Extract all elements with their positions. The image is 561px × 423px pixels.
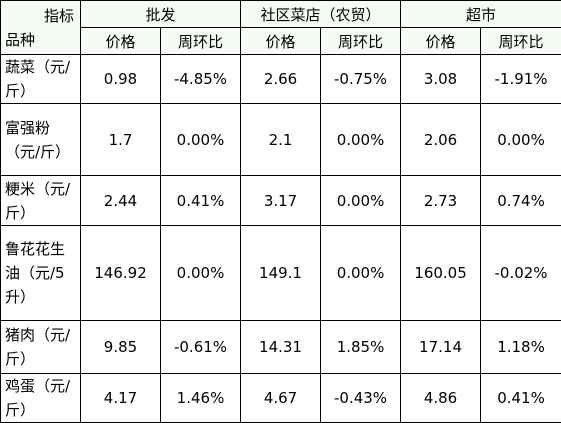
value-cell: -0.43% — [321, 374, 401, 423]
value-cell: -0.75% — [321, 55, 401, 104]
value-cell: 2.73 — [401, 176, 481, 226]
sub-header: 周环比 — [161, 28, 241, 55]
value-cell: 0.00% — [481, 104, 561, 176]
item-name: 猪肉（元/斤） — [1, 321, 81, 374]
value-cell: -1.91% — [481, 55, 561, 104]
value-cell: 0.00% — [321, 104, 401, 176]
item-name: 富强粉（元/斤） — [1, 104, 81, 176]
group-header: 社区菜店（农贸） — [241, 1, 401, 28]
value-cell: 0.98 — [81, 55, 161, 104]
value-cell: 17.14 — [401, 321, 481, 374]
value-cell: -4.85% — [161, 55, 241, 104]
value-cell: -0.02% — [481, 226, 561, 321]
value-cell: 0.41% — [481, 374, 561, 423]
value-cell: 1.46% — [161, 374, 241, 423]
value-cell: 3.08 — [401, 55, 481, 104]
value-cell: 2.66 — [241, 55, 321, 104]
value-cell: 0.00% — [161, 226, 241, 321]
corner-top: 指标 — [44, 5, 74, 26]
corner-bottom: 品种 — [5, 29, 35, 50]
value-cell: 1.85% — [321, 321, 401, 374]
value-cell: 4.67 — [241, 374, 321, 423]
sub-header: 周环比 — [481, 28, 561, 55]
value-cell: -0.61% — [161, 321, 241, 374]
value-cell: 0.41% — [161, 176, 241, 226]
item-name: 鸡蛋（元/斤） — [1, 374, 81, 423]
group-header: 超市 — [401, 1, 561, 28]
value-cell: 2.06 — [401, 104, 481, 176]
value-cell: 0.00% — [321, 226, 401, 321]
value-cell: 0.00% — [161, 104, 241, 176]
value-cell: 9.85 — [81, 321, 161, 374]
value-cell: 2.1 — [241, 104, 321, 176]
value-cell: 149.1 — [241, 226, 321, 321]
value-cell: 4.17 — [81, 374, 161, 423]
sub-header: 价格 — [241, 28, 321, 55]
item-name: 粳米（元/斤） — [1, 176, 81, 226]
value-cell: 1.7 — [81, 104, 161, 176]
sub-header: 价格 — [401, 28, 481, 55]
group-header: 批发 — [81, 1, 241, 28]
value-cell: 160.05 — [401, 226, 481, 321]
value-cell: 0.00% — [321, 176, 401, 226]
value-cell: 3.17 — [241, 176, 321, 226]
value-cell: 1.18% — [481, 321, 561, 374]
value-cell: 146.92 — [81, 226, 161, 321]
value-cell: 0.74% — [481, 176, 561, 226]
corner-cell: 指标 品种 — [1, 1, 81, 55]
sub-header: 周环比 — [321, 28, 401, 55]
table-row: 蔬菜（元/斤）0.98-4.85%2.66-0.75%3.08-1.91% — [1, 55, 561, 104]
value-cell: 14.31 — [241, 321, 321, 374]
item-name: 鲁花花生油（元/5升） — [1, 226, 81, 321]
value-cell: 4.86 — [401, 374, 481, 423]
item-name: 蔬菜（元/斤） — [1, 55, 81, 104]
value-cell: 2.44 — [81, 176, 161, 226]
sub-header: 价格 — [81, 28, 161, 55]
